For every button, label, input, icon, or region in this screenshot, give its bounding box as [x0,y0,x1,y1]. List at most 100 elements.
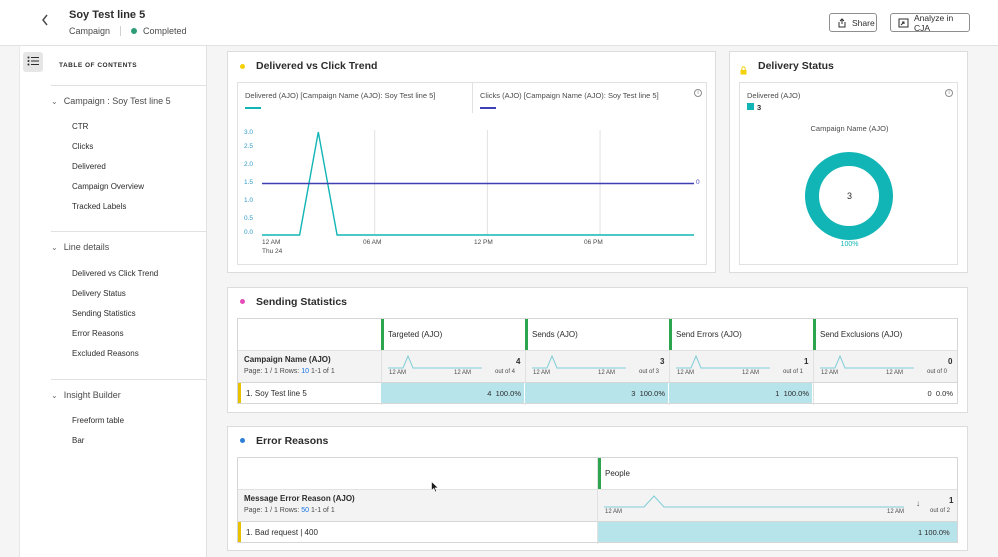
sparkline-start: 12 AM [533,370,551,376]
cell-percent: 100.0% [924,528,950,537]
column-header[interactable]: Sends (AJO) [532,330,578,339]
pagination: Page: 1 / 1 Rows: 10 1-1 of 1 [244,368,335,375]
sparkline-start: 12 AM [677,370,695,376]
x-tick: 12 AM [262,239,281,246]
column-header-people[interactable]: People [605,469,630,478]
cell-value: 1 100.0% [918,528,950,537]
toc-group-header[interactable]: ⌄ Insight Builder [51,388,207,402]
analyze-label: Analyze in CJA [914,12,954,33]
column-header[interactable]: Send Errors (AJO) [676,330,742,339]
sparkline-end: 12 AM [886,370,904,376]
toc-item[interactable]: Delivery Status [72,289,126,298]
rows-per-page[interactable]: 50 [301,507,310,514]
divider [381,319,382,405]
cell-percent: 100.0% [495,389,521,398]
toc-item[interactable]: Freeform table [72,416,125,425]
cell-value: 0 0.0% [899,389,953,398]
toc-item[interactable]: Campaign Overview [72,182,145,191]
trend-chart-panel: Delivered (AJO) [Campaign Name (AJO): So… [237,82,707,265]
legend-label: Delivered (AJO) [747,91,801,100]
divider [597,458,598,544]
sparkline-start: 12 AM [605,509,623,515]
toc-item[interactable]: Delivered vs Click Trend [72,269,159,278]
column-total: 1 [804,357,809,366]
sparkline [676,354,770,369]
column-header[interactable]: Send Exclusions (AJO) [820,330,903,339]
divider [51,379,207,380]
divider [238,382,957,383]
cell-count: 1 [918,528,923,537]
x-tick: 06 PM [584,239,603,246]
column-out-of: out of 3 [639,369,660,375]
card-title: Error Reasons [256,435,329,447]
row-dimension-label: Campaign Name (AJO) [244,355,331,364]
sparkline [388,354,482,369]
sparkline-end: 12 AM [454,370,472,376]
summary-row [238,350,957,382]
y-tick: 0.0 [244,229,254,236]
legend-value: 3 [757,103,762,112]
row-marker [238,522,241,542]
page-title: Soy Test line 5 [69,9,146,21]
y-tick: 0.5 [244,215,254,222]
page-text: Page: 1 / 1 Rows: [244,368,300,375]
sparkline [820,354,914,369]
card-title: Delivered vs Click Trend [256,60,378,72]
column-marker [669,319,672,350]
row-range: 1-1 of 1 [310,368,335,375]
card-title: Sending Statistics [256,296,348,308]
sparkline-end: 12 AM [887,509,905,515]
toc-item[interactable]: Bar [72,436,85,445]
column-marker [598,458,601,489]
legend-swatch-delivered [245,107,261,109]
cell-count: 3 [631,389,636,398]
donut-slice-delivered [805,152,893,240]
column-out-of: out of 2 [930,508,951,514]
toc-item[interactable]: Tracked Labels [72,202,127,211]
toc-group-label: Campaign : Soy Test line 5 [63,96,171,106]
toc-item[interactable]: CTR [72,122,89,131]
back-arrow-icon[interactable] [40,13,54,31]
clicks-end-value: 0 [696,179,700,186]
cell-count: 1 [775,389,780,398]
info-icon[interactable]: i [694,89,702,97]
cell-percent: 100.0% [783,389,809,398]
sending-statistics-table: Campaign Name (AJO) Page: 1 / 1 Rows: 10… [237,318,958,405]
delivered-series-line [262,131,694,236]
toc-item[interactable]: Excluded Reasons [72,349,139,358]
toc-toggle-button[interactable] [23,52,43,72]
toc-group-campaign: ⌄ Campaign : Soy Test line 5 [51,94,207,108]
row-label[interactable]: 1. Bad request | 400 [246,528,318,537]
sparkline-end: 12 AM [742,370,760,376]
toc-group-line-details: ⌄ Line details [51,240,207,254]
toc-item[interactable]: Delivered [72,162,106,171]
value-bar [669,383,812,403]
column-header[interactable]: Targeted (AJO) [388,330,443,339]
rows-per-page[interactable]: 10 [301,368,310,375]
donut-chart [805,152,893,240]
cell-value: 1 100.0% [755,389,809,398]
donut-percent: 100% [840,241,859,248]
toc-item[interactable]: Clicks [72,142,94,151]
share-button[interactable]: Share [829,13,877,32]
y-tick: 1.5 [244,179,254,186]
toc-group-header[interactable]: ⌄ Line details [51,240,207,254]
toc-group-header[interactable]: ⌄ Campaign : Soy Test line 5 [51,94,207,108]
status-dot [131,28,138,34]
cell-percent: 0.0% [935,389,953,398]
object-type: Campaign [69,26,111,36]
delivery-status-card: Delivery Status Delivered (AJO) 3 i Camp… [729,51,968,273]
info-icon[interactable]: i [945,89,953,97]
analyze-icon [898,18,909,28]
column-marker [381,319,384,350]
trend-card: Delivered vs Click Trend Delivered (AJO)… [227,51,716,273]
analyze-in-cja-button[interactable]: Analyze in CJA [890,12,970,33]
row-label[interactable]: 1. Soy Test line 5 [246,389,307,398]
toc-item[interactable]: Error Reasons [72,329,124,338]
column-total: 0 [948,357,953,366]
chevron-down-icon: ⌄ [51,96,58,106]
toc-item[interactable]: Sending Statistics [72,309,136,318]
sort-descending-icon[interactable]: ↓ [916,499,920,508]
column-out-of: out of 1 [783,369,804,375]
top-bar: Soy Test line 5 Campaign Completed Share… [0,0,998,46]
